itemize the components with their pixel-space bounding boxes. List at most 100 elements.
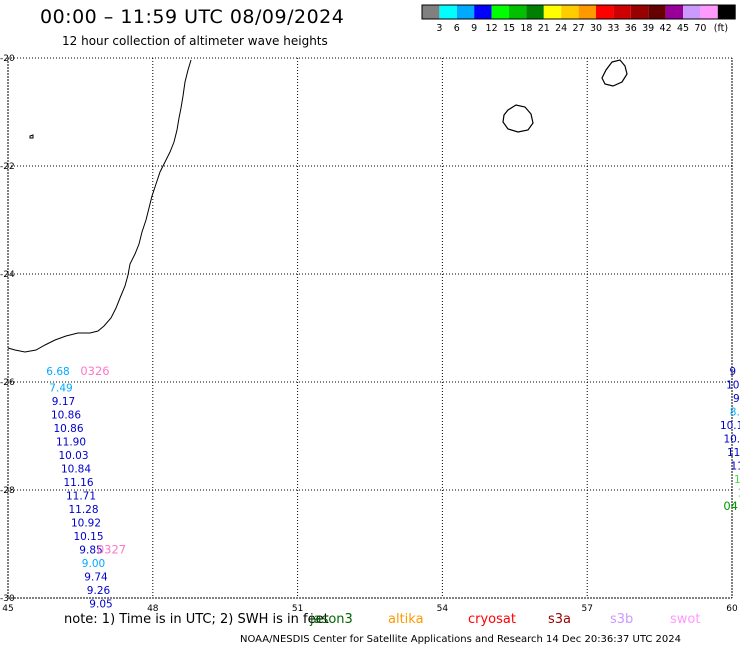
wave-height-label: 11.71 (66, 490, 96, 502)
wave-height-label: 13.60 (737, 488, 740, 500)
altimeter-tracks: 6.687.499.1710.8610.8611.9010.0310.8411.… (46, 364, 740, 610)
wave-height-label: 11.28 (68, 504, 98, 516)
wave-height-label: 7.49 (49, 382, 72, 394)
legend-swatch (509, 5, 527, 19)
wave-height-label: 9.05 (89, 598, 112, 610)
legend-label: 42 (660, 23, 672, 34)
legend-swatch (578, 5, 596, 19)
legend-label: 36 (625, 23, 637, 34)
wave-height-label: 11.44 (730, 461, 740, 473)
legend-label: 45 (677, 23, 689, 34)
lat-tick-label: -22 (0, 162, 15, 172)
legend-label: 3 (436, 23, 442, 34)
legend-label: 12 (486, 23, 498, 34)
lat-tick-label: -20 (0, 54, 15, 64)
legend-swatch (474, 5, 492, 19)
legend-swatch (648, 5, 666, 19)
legend-swatch (630, 5, 649, 19)
legend-label: 9 (471, 23, 477, 34)
wave-height-label: 10.15 (73, 531, 103, 543)
satellite-altika: altika (388, 612, 424, 627)
lat-tick-label: -30 (0, 594, 15, 604)
legend-swatch (456, 5, 475, 19)
legend-label: 6 (454, 23, 460, 34)
legend-swatch (422, 5, 440, 19)
wave-height-label: 8.7 (730, 407, 740, 419)
wave-height-label: 12.14 (734, 474, 740, 486)
wave-height-label: 10.84 (61, 463, 91, 475)
lon-tick-label: 57 (581, 604, 592, 614)
legend-label: 30 (590, 23, 602, 34)
legend-label: 33 (607, 23, 619, 34)
wave-height-label: 10.18 (720, 420, 740, 432)
wave-height-label: 10.92 (71, 517, 101, 529)
pass-time-label: 0327 (97, 542, 126, 556)
wave-height-label: 11.16 (63, 477, 93, 489)
madagascar-coastline (7, 59, 192, 353)
legend-label: 27 (573, 23, 585, 34)
legend-swatch (491, 5, 509, 19)
legend-label: 39 (642, 23, 654, 34)
satellite-swot: swot (670, 612, 701, 627)
legend-swatch (700, 5, 718, 19)
legend-label: 70 (694, 23, 706, 34)
wave-height-label: 9.85 (79, 544, 102, 556)
legend-swatch (439, 5, 457, 19)
wave-height-label: 10.86 (53, 423, 83, 435)
lat-tick-label: -26 (0, 378, 15, 388)
legend-swatch (543, 5, 562, 19)
page-subtitle: 12 hour collection of altimeter wave hei… (62, 34, 328, 48)
lat-tick-label: -24 (0, 270, 15, 280)
satellite-s3b: s3b (610, 612, 634, 627)
note-text: note: 1) Time is in UTC; 2) SWH is in fe… (64, 612, 329, 627)
lat-tick-label: -28 (0, 486, 15, 496)
color-legend: 3 6 9 12 15 18 21 24 27 30 33 36 39 42 45 70 (ft) (421, 4, 736, 34)
legend-label: 21 (538, 23, 550, 34)
islet-coastline (29, 134, 34, 139)
satellite-s3a: s3a (548, 612, 572, 627)
legend-label: 15 (503, 23, 515, 34)
map-grid: 45 48 51 54 57 60 -20 -22 -24 -26 -28 -30 (0, 54, 738, 614)
wave-height-label: 9. (733, 393, 740, 405)
wave-height-label: 11.90 (56, 436, 86, 448)
map-frame (7, 57, 733, 599)
legend-frame (421, 4, 736, 20)
wave-height-label: 10.21 (723, 434, 740, 446)
lon-tick-label: 51 (292, 604, 303, 614)
legend-label: 24 (555, 23, 567, 34)
legend-swatch (596, 5, 614, 19)
wave-height-label: 9.74 (84, 571, 108, 583)
coastlines (7, 59, 628, 353)
wave-height-label: 10 (726, 380, 739, 392)
legend-label: 18 (520, 23, 532, 34)
mauritius-coastline (601, 59, 628, 87)
wave-height-label: 9.00 (82, 558, 105, 570)
lon-tick-label: 60 (726, 604, 738, 614)
legend-swatch (526, 5, 544, 19)
wave-height-label: 9.17 (52, 396, 75, 408)
lon-tick-label: 54 (437, 604, 449, 614)
footer-credit: NOAA/NESDIS Center for Satellite Applica… (240, 634, 682, 645)
wave-height-label: 11.02 (727, 447, 740, 459)
pass-time-label: 04 (723, 499, 738, 513)
lon-tick-label: 48 (147, 604, 159, 614)
legend-swatch (613, 5, 631, 19)
legend-unit: (ft) (714, 23, 728, 34)
wave-height-label: 10.03 (58, 450, 88, 462)
wave-height-label: 9 (729, 366, 736, 378)
satellite-jason3: jason3 (310, 612, 353, 627)
page-title: 00:00 – 11:59 UTC 08/09/2024 (40, 6, 345, 28)
legend-swatch (561, 5, 579, 19)
reunion-coastline (502, 104, 534, 133)
legend-swatch (665, 5, 683, 19)
wave-height-label: 9.26 (87, 585, 111, 597)
legend-swatch (683, 5, 701, 19)
wave-height-label: 6.68 (46, 366, 69, 378)
legend-swatch (717, 5, 736, 19)
satellite-cryosat: cryosat (468, 612, 516, 627)
pass-time-label: 0326 (80, 364, 109, 378)
lon-tick-label: 45 (2, 604, 13, 614)
wave-height-label: 10.86 (51, 409, 81, 421)
